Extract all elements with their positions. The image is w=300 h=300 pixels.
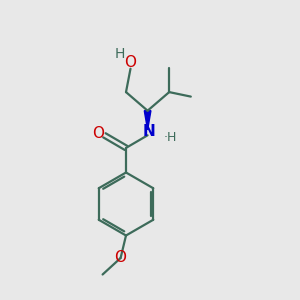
Text: ·H: ·H [164,130,177,144]
Text: O: O [115,250,127,266]
Text: O: O [92,126,104,141]
Text: O: O [124,55,136,70]
Polygon shape [144,111,151,130]
Text: N: N [142,124,155,139]
Text: H: H [115,47,125,61]
